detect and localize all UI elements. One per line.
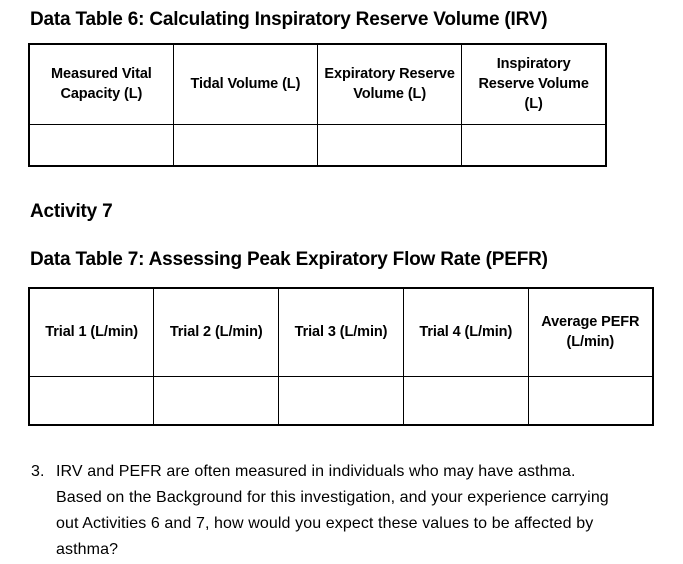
table6-column-header-measured-vital-capacity: Measured Vital Capacity (L) [28, 43, 174, 125]
table7-column-header-trial-1: Trial 1 (L/min) [28, 287, 155, 377]
table7-empty-cell-trial-1[interactable] [28, 375, 155, 426]
question-3-text: IRV and PEFR are often measured in indiv… [56, 459, 676, 563]
table6-empty-cell-expiratory-reserve-volume[interactable] [316, 123, 463, 167]
question-3-text-line: asthma? [56, 541, 119, 558]
table7-column-header-trial-2: Trial 2 (L/min) [153, 287, 280, 377]
question-3-number: 3. [31, 463, 45, 480]
table7-empty-cell-trial-3[interactable] [278, 375, 404, 426]
table7-data-row [28, 375, 654, 426]
table7-column-header-trial-4: Trial 4 (L/min) [402, 287, 529, 377]
question-3-text-line: IRV and PEFR are often measured in indiv… [56, 463, 576, 480]
table7-empty-cell-average-pefr[interactable] [527, 375, 654, 426]
question-3-text-line: Based on the Background for this investi… [56, 489, 609, 506]
table6-empty-cell-inspiratory-reserve-volume[interactable] [461, 123, 607, 167]
table6-empty-cell-measured-vital-capacity[interactable] [28, 123, 174, 167]
activity-7-heading: Activity 7 [30, 201, 113, 222]
table7-header-row: Trial 1 (L/min) Trial 2 (L/min) Trial 3 … [28, 287, 654, 377]
question-3-text-line: out Activities 6 and 7, how would you ex… [56, 515, 594, 532]
table6-column-header-inspiratory-reserve-volume: Inspiratory Reserve Volume (L) [461, 43, 607, 125]
table6-column-header-tidal-volume: Tidal Volume (L) [172, 43, 319, 125]
table6-empty-cell-tidal-volume[interactable] [172, 123, 319, 167]
table6-column-header-expiratory-reserve-volume: Expiratory Reserve Volume (L) [316, 43, 463, 125]
table7-column-header-trial-3: Trial 3 (L/min) [278, 287, 404, 377]
question-3: 3. IRV and PEFR are often measured in in… [31, 459, 676, 563]
table7-column-header-average-pefr: Average PEFR (L/min) [527, 287, 654, 377]
table7-empty-cell-trial-4[interactable] [402, 375, 529, 426]
table6-data-row [28, 123, 607, 167]
data-table-6-title: Data Table 6: Calculating Inspiratory Re… [30, 9, 548, 30]
table6-header-row: Measured Vital Capacity (L) Tidal Volume… [28, 43, 607, 125]
data-table-7: Trial 1 (L/min) Trial 2 (L/min) Trial 3 … [28, 287, 654, 426]
data-table-6: Measured Vital Capacity (L) Tidal Volume… [28, 43, 607, 167]
table7-empty-cell-trial-2[interactable] [153, 375, 280, 426]
data-table-7-title: Data Table 7: Assessing Peak Expiratory … [30, 249, 548, 270]
